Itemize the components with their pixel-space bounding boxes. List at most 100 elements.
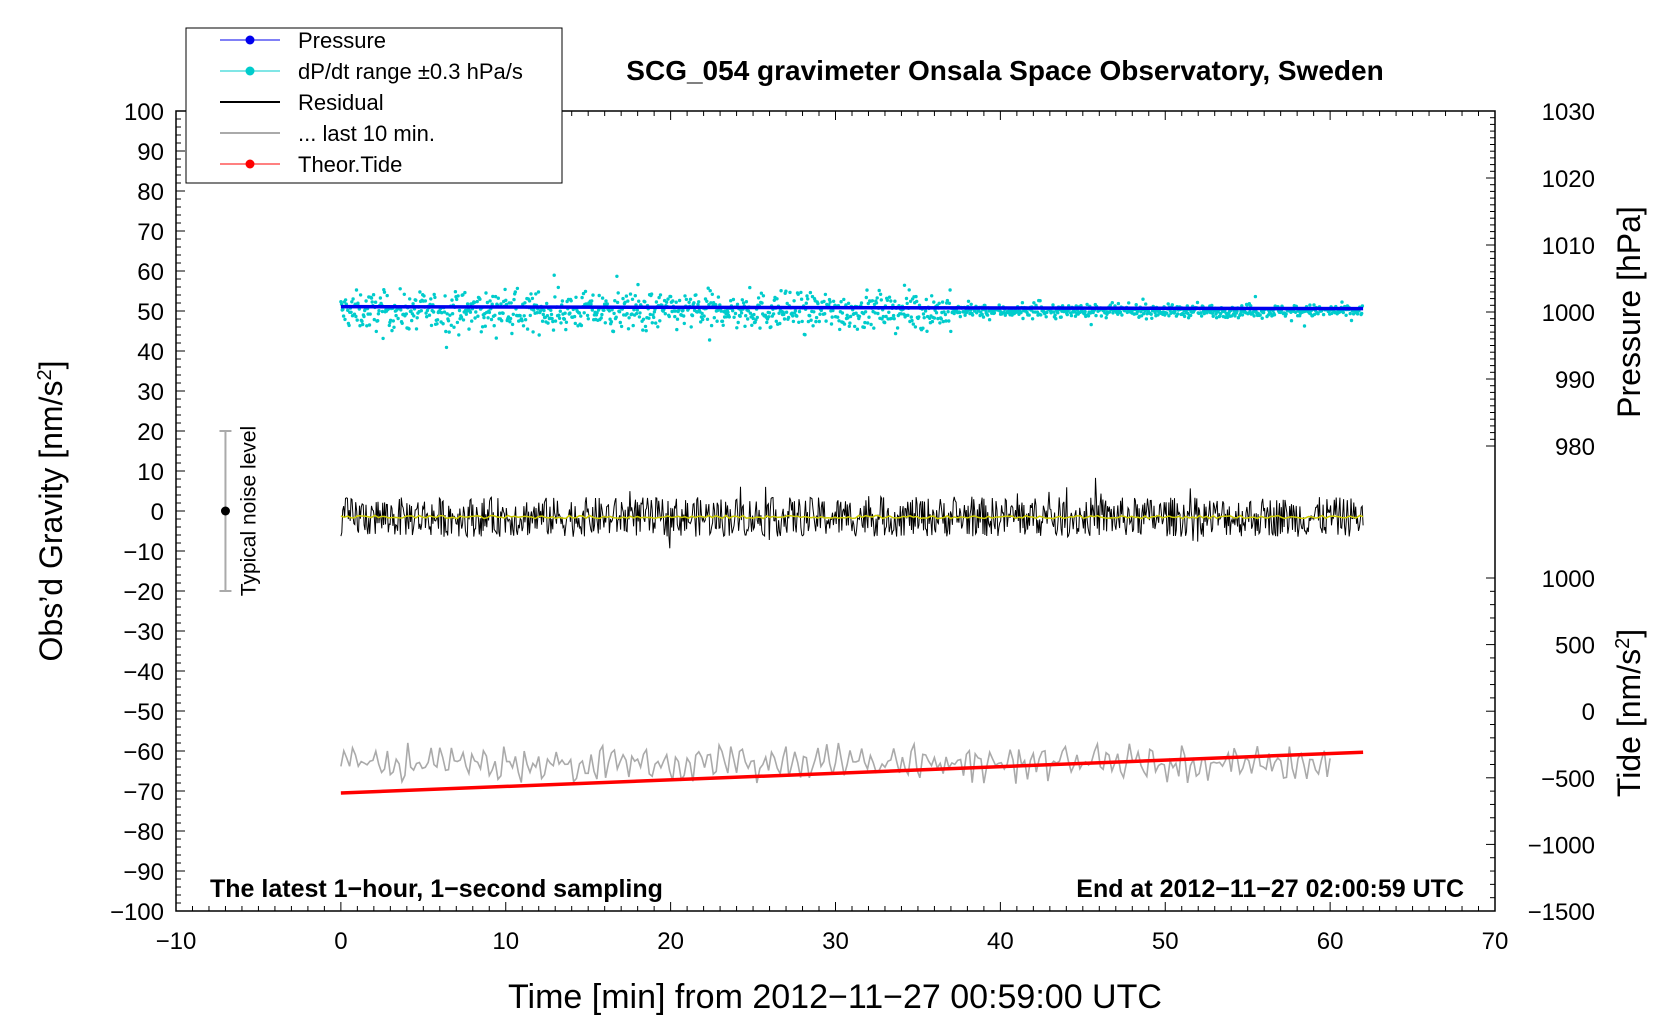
dpdt-point [948,288,952,292]
legend-item: Pressure [220,28,386,53]
dpdt-point [591,293,595,297]
dpdt-point [755,315,759,320]
dpdt-point [644,329,648,333]
dpdt-point [769,325,773,329]
legend-label: Theor.Tide [298,152,402,177]
y-left-tick-label: −20 [123,579,164,606]
dpdt-point [934,311,939,315]
dpdt-point [377,309,381,313]
dpdt-point [652,315,656,320]
dpdt-point [596,308,601,312]
dpdt-point [1051,303,1055,307]
dpdt-point [1118,310,1123,314]
dpdt-point [837,319,841,323]
dpdt-point [1170,303,1175,307]
y-tide-tick-label: 1000 [1542,566,1595,593]
dpdt-point [656,325,660,329]
dpdt-point [784,289,788,293]
dpdt-point [831,299,836,303]
dpdt-point [836,315,840,319]
dpdt-point [361,322,365,327]
dpdt-point [854,311,858,315]
dpdt-point [602,308,606,312]
noise-bar-center-point [220,506,230,516]
dpdt-point [1316,312,1320,316]
dpdt-point [696,302,700,307]
dpdt-point [546,321,550,325]
dpdt-point [402,292,406,296]
dpdt-point [1195,300,1200,305]
dpdt-point [846,316,850,320]
dpdt-point [828,300,832,304]
dpdt-point [746,309,751,313]
dpdt-point [681,308,685,313]
dpdt-point [1258,313,1262,317]
dpdt-point [981,315,986,319]
dpdt-point [518,314,522,318]
dpdt-point [636,282,640,287]
series-tide-line [340,750,1364,795]
dpdt-point [427,313,432,317]
y-left-tick-label: 50 [137,299,164,326]
dpdt-point [557,313,561,317]
dpdt-point [484,291,488,295]
dpdt-point [701,317,705,322]
dpdt-point [367,323,372,327]
dpdt-point [808,314,812,318]
dpdt-point [744,314,748,318]
annotation-right: End at 2012−11−27 02:00:59 UTC [1076,875,1464,903]
dpdt-point [444,329,448,334]
dpdt-point [615,300,620,305]
dpdt-point [457,308,462,313]
dpdt-point [551,328,556,332]
dpdt-point [1355,312,1360,316]
dpdt-point [581,291,586,296]
dpdt-point [778,321,782,326]
dpdt-point [863,310,868,314]
dpdt-point [1056,311,1060,315]
x-tick-label: −10 [156,928,197,955]
dpdt-point [376,312,381,316]
dpdt-point [1189,313,1193,318]
dpdt-point [705,317,710,321]
dpdt-point [376,319,380,323]
dpdt-point [399,308,403,312]
dpdt-point [790,311,794,315]
dpdt-point [1053,313,1057,317]
dpdt-point [589,302,593,306]
dpdt-point [760,301,764,305]
dpdt-point [883,320,887,325]
dpdt-point [429,323,434,328]
dpdt-point [487,310,492,315]
dpdt-point [1308,303,1312,307]
y-axis-pressure-label: Pressure [hPa] [1611,206,1647,418]
dpdt-point [1284,312,1288,316]
dpdt-point [705,299,709,303]
dpdt-point [410,318,414,323]
dpdt-point [425,315,429,319]
dpdt-point [937,301,941,305]
dpdt-point [394,313,398,318]
dpdt-point [741,301,746,305]
dpdt-point [572,314,577,319]
dpdt-point [414,327,419,331]
dpdt-point [1165,311,1169,315]
dpdt-point [467,327,471,331]
dpdt-point [682,321,686,326]
series-pressure-line [340,304,1364,311]
dpdt-point [1340,300,1344,304]
dpdt-point [422,294,426,298]
dpdt-point [1302,324,1307,328]
dpdt-point [800,319,804,324]
dpdt-point [457,333,461,337]
dpdt-point [823,312,827,316]
dpdt-point [504,298,508,302]
dpdt-point [1030,317,1035,321]
dpdt-point [341,314,346,318]
dpdt-point [684,297,689,302]
dpdt-point [1144,302,1148,306]
dpdt-point [442,310,447,314]
dpdt-point [1239,309,1243,314]
dpdt-point [637,299,641,303]
dpdt-point [446,319,451,323]
